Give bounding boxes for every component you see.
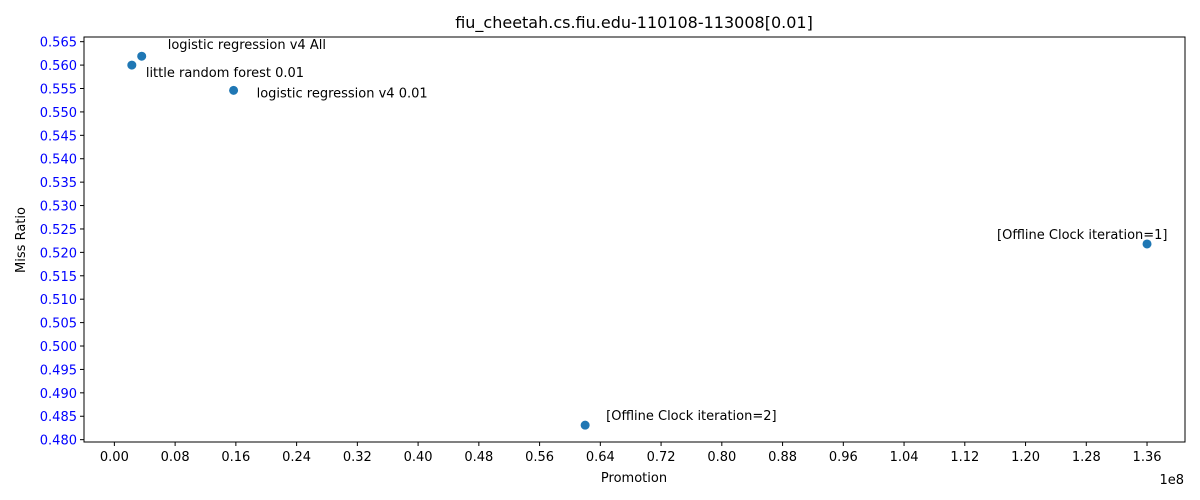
y-tick-label: 0.485 <box>40 410 77 425</box>
x-tick-label: 0.32 <box>343 450 372 465</box>
y-axis-label: Miss Ratio <box>14 207 29 273</box>
x-tick-label: 0.16 <box>221 450 250 465</box>
data-points <box>127 51 1152 430</box>
x-tick-label: 0.40 <box>404 450 433 465</box>
x-tick-label: 1.20 <box>1011 450 1040 465</box>
point-label: logistic regression v4 0.01 <box>257 86 428 101</box>
chart-title: fiu_cheetah.cs.fiu.edu-110108-113008[0.0… <box>455 13 813 33</box>
data-point <box>127 60 137 70</box>
y-tick-label: 0.540 <box>40 153 77 168</box>
x-tick-label: 1.04 <box>890 450 919 465</box>
y-tick-label: 0.530 <box>40 200 77 215</box>
x-tick-label: 0.24 <box>282 450 311 465</box>
y-tick-label: 0.565 <box>40 36 77 51</box>
x-axis: 0.00 0.08 0.16 0.24 0.32 0.40 0.48 0.56 0.64 0.72… <box>100 442 1162 465</box>
y-tick-label: 0.495 <box>40 363 77 378</box>
x-tick-label: 1.28 <box>1072 450 1101 465</box>
x-tick-label: 0.64 <box>586 450 615 465</box>
y-tick-label: 0.555 <box>40 83 77 98</box>
data-point <box>1142 239 1152 249</box>
plot-area <box>83 36 1186 443</box>
point-label: [Offline Clock iteration=2] <box>606 409 776 424</box>
y-tick-label: 0.520 <box>40 246 77 261</box>
x-tick-label: 0.80 <box>707 450 736 465</box>
y-tick-label: 0.505 <box>40 317 77 332</box>
point-label: logistic regression v4 All <box>168 38 326 53</box>
y-tick-label: 0.560 <box>40 59 77 74</box>
y-tick-label: 0.500 <box>40 340 77 355</box>
y-tick-label: 0.480 <box>40 434 77 449</box>
x-tick-label: 0.08 <box>161 450 190 465</box>
y-tick-label: 0.545 <box>40 129 77 144</box>
x-axis-label: Promotion <box>601 471 667 486</box>
y-tick-label: 0.510 <box>40 293 77 308</box>
data-point <box>137 51 147 61</box>
y-tick-label: 0.550 <box>40 106 77 121</box>
x-tick-label: 0.72 <box>647 450 676 465</box>
y-tick-label: 0.525 <box>40 223 77 238</box>
x-tick-label: 0.96 <box>829 450 858 465</box>
data-point <box>580 420 590 430</box>
y-tick-label: 0.490 <box>40 387 77 402</box>
y-tick-label: 0.535 <box>40 176 77 191</box>
y-tick-label: 0.515 <box>40 270 77 285</box>
x-tick-label: 1.36 <box>1133 450 1162 465</box>
x-tick-label: 0.88 <box>768 450 797 465</box>
y-axis: 0.480 0.485 0.490 0.495 0.500 0.505 0.510 0.515… <box>40 36 84 449</box>
x-tick-label: 0.48 <box>464 450 493 465</box>
x-tick-label: 0.56 <box>525 450 554 465</box>
x-axis-offset-text: 1e8 <box>1159 473 1184 488</box>
point-label: little random forest 0.01 <box>146 66 304 81</box>
data-point <box>229 85 239 95</box>
x-tick-label: 1.12 <box>950 450 979 465</box>
x-tick-label: 0.00 <box>100 450 129 465</box>
point-labels: logistic regression v4 All little random … <box>146 38 1168 424</box>
point-label: [Offline Clock iteration=1] <box>997 228 1167 243</box>
